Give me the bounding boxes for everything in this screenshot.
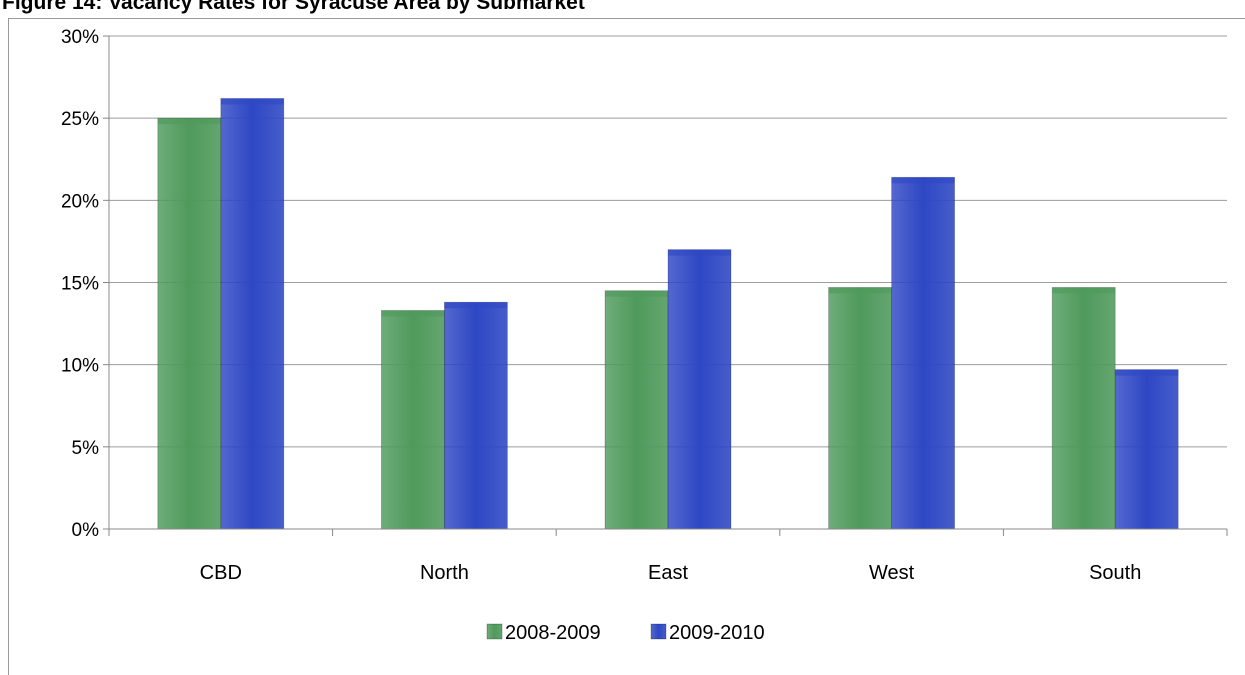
bar-top-cap — [828, 287, 892, 294]
x-tick-label: North — [420, 562, 469, 584]
x-tick-label: South — [1089, 562, 1141, 584]
legend-swatch — [486, 623, 503, 640]
x-tick-label: East — [648, 562, 688, 584]
legend-swatch — [650, 623, 667, 640]
legend: 2008-2009 2009-2010 — [486, 622, 765, 644]
legend-label: 2008-2009 — [505, 622, 601, 644]
bar — [604, 290, 669, 530]
y-tick-label: 5% — [72, 438, 100, 459]
bar — [380, 310, 445, 530]
bar-top-cap — [381, 310, 445, 317]
x-tick-label: West — [869, 562, 915, 584]
bar — [667, 249, 732, 530]
bar — [443, 301, 508, 530]
bar-top-cap — [1052, 287, 1116, 294]
bar — [828, 287, 892, 530]
bar — [891, 176, 955, 530]
bar-top-cap — [157, 118, 221, 125]
bar-top-cap — [220, 98, 284, 105]
bar — [1114, 369, 1179, 530]
chart-frame — [8, 18, 1245, 675]
y-tick-label: 0% — [72, 520, 100, 541]
axes: 0% 5% 10% 15% 20% 25% 30% CBD North East West South — [61, 27, 1228, 584]
y-tick-label: 20% — [61, 191, 99, 212]
bar — [1051, 287, 1116, 530]
legend-label: 2009-2010 — [669, 622, 765, 644]
bar — [220, 98, 285, 530]
bar-top-cap — [605, 290, 668, 297]
bars — [157, 98, 1179, 530]
x-tick-label: CBD — [200, 562, 242, 584]
y-tick-label: 25% — [61, 109, 99, 130]
bar-top-cap — [891, 177, 955, 184]
y-tick-label: 10% — [61, 356, 99, 377]
bar-top-cap — [444, 302, 508, 309]
y-tick-label: 30% — [61, 27, 99, 48]
bar — [157, 117, 222, 530]
figure-title: Figure 14: Vacancy Rates for Syracuse Ar… — [2, 0, 585, 14]
y-tick-label: 15% — [61, 274, 99, 295]
bar-top-cap — [1115, 369, 1179, 376]
bar-top-cap — [668, 249, 731, 256]
